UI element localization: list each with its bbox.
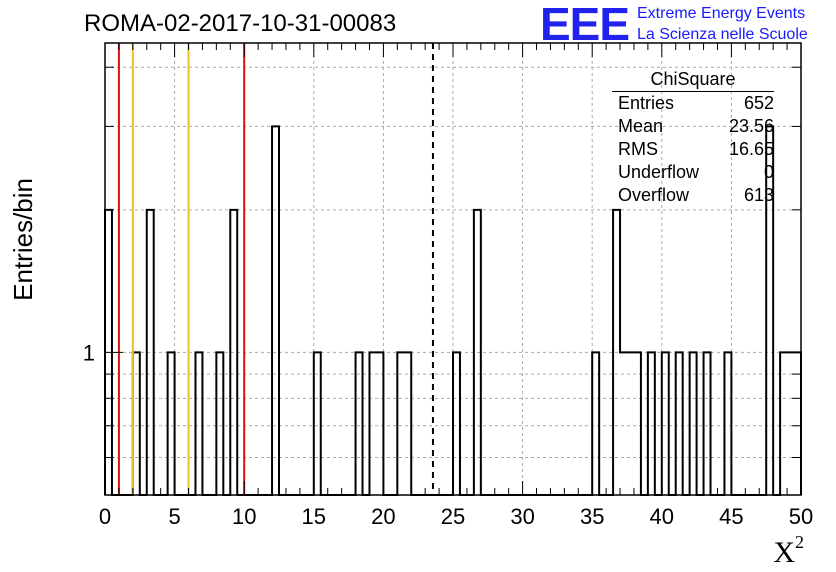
histogram-bin bbox=[592, 352, 599, 495]
histogram-bin bbox=[724, 352, 731, 495]
stats-row-value: 652 bbox=[743, 93, 774, 113]
histogram-bin bbox=[704, 352, 711, 495]
x-tick-label: 10 bbox=[232, 504, 256, 529]
stats-row-label: Underflow bbox=[618, 162, 700, 182]
y-tick-label: 1 bbox=[83, 340, 95, 365]
stats-row-underflow: Underflow 0 bbox=[612, 161, 774, 184]
stats-row-label: Mean bbox=[618, 116, 664, 136]
stats-row-value: 23.56 bbox=[728, 116, 774, 136]
x-tick-label: 30 bbox=[510, 504, 534, 529]
histogram-bin bbox=[634, 352, 641, 495]
histogram-bin bbox=[627, 352, 634, 495]
histogram-bin bbox=[690, 352, 697, 495]
x-axis-label-superscript: 2 bbox=[795, 532, 804, 552]
histogram-bin bbox=[404, 352, 411, 495]
stats-row-rms: RMS 16.65 bbox=[612, 138, 774, 161]
x-tick-label: 15 bbox=[302, 504, 326, 529]
stats-row-label: Overflow bbox=[618, 185, 690, 205]
stats-row-mean: Mean 23.56 bbox=[612, 115, 774, 138]
eee-logo-mark: EEE bbox=[540, 0, 630, 50]
histogram-bin bbox=[620, 352, 627, 495]
histogram-bin bbox=[216, 352, 223, 495]
histogram-bin bbox=[133, 352, 140, 495]
histogram-bin bbox=[230, 210, 237, 495]
histogram-bin bbox=[369, 352, 376, 495]
stats-row-value: 16.65 bbox=[728, 139, 774, 159]
stats-row-value: 0 bbox=[763, 162, 774, 182]
stats-box: ChiSquare Entries 652 Mean 23.56 RMS 16.65 Und… bbox=[612, 68, 774, 207]
x-tick-label: 20 bbox=[371, 504, 395, 529]
stats-row-label: Entries bbox=[618, 93, 675, 113]
stats-box-rows: Entries 652 Mean 23.56 RMS 16.65 Underflow 0 Ove… bbox=[612, 92, 774, 207]
logo-line-1: Extreme Energy Events bbox=[637, 5, 806, 22]
histogram-bin bbox=[272, 126, 279, 495]
chart-title: ROMA-02-2017-10-31-00083 bbox=[84, 10, 397, 37]
x-tick-label: 5 bbox=[168, 504, 180, 529]
stats-box-title: ChiSquare bbox=[612, 68, 774, 92]
histogram-bin bbox=[397, 352, 404, 495]
x-tick-label: 40 bbox=[650, 504, 674, 529]
histogram-bin bbox=[780, 352, 787, 495]
histogram-bin bbox=[676, 352, 683, 495]
stats-row-label: RMS bbox=[618, 139, 658, 159]
x-tick-label: 35 bbox=[580, 504, 604, 529]
histogram-bin bbox=[662, 352, 669, 495]
x-axis-label: X2 bbox=[773, 532, 804, 570]
logo-line-2: La Scienza nelle Scuole bbox=[637, 26, 808, 43]
histogram-bin bbox=[314, 352, 321, 495]
histogram-bin bbox=[195, 352, 202, 495]
stats-row-value: 613 bbox=[743, 185, 774, 205]
x-axis-label-text: X bbox=[773, 536, 795, 569]
histogram-bin bbox=[376, 352, 383, 495]
histogram-bin bbox=[168, 352, 175, 495]
stats-row-entries: Entries 652 bbox=[612, 92, 774, 115]
x-tick-label: 0 bbox=[99, 504, 111, 529]
histogram-bin bbox=[613, 210, 620, 495]
histogram-bin bbox=[474, 210, 481, 495]
x-tick-label: 50 bbox=[789, 504, 813, 529]
histogram-bin bbox=[453, 352, 460, 495]
histogram-bin bbox=[356, 352, 363, 495]
stats-row-overflow: Overflow 613 bbox=[612, 184, 774, 207]
histogram-bin bbox=[648, 352, 655, 495]
x-tick-label: 45 bbox=[719, 504, 743, 529]
histogram-bin bbox=[147, 210, 154, 495]
x-tick-label: 25 bbox=[441, 504, 465, 529]
